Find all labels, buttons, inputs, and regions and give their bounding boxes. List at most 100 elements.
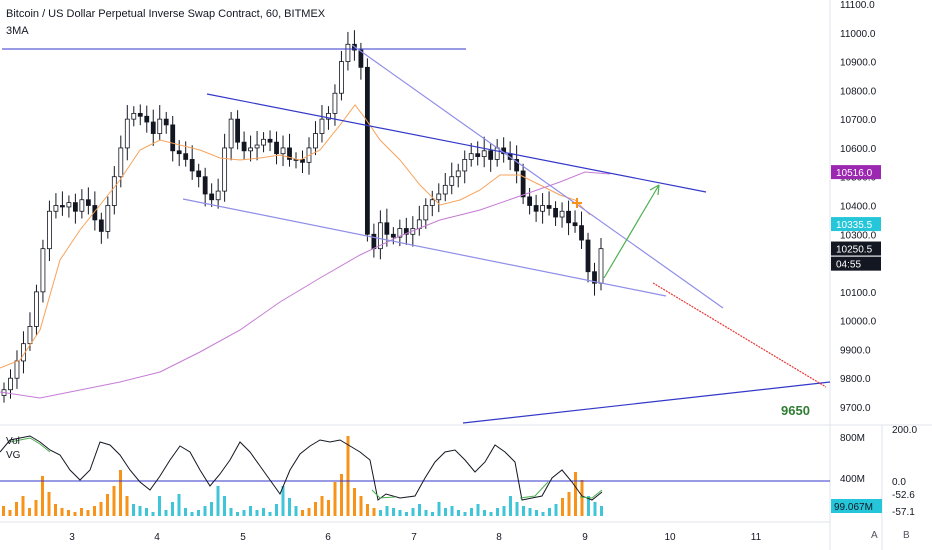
volume-bar bbox=[177, 494, 181, 516]
candle-up bbox=[481, 150, 487, 157]
indicator-right-tick-0: 0.0 bbox=[892, 477, 906, 488]
candle-down bbox=[592, 271, 597, 284]
volume-bar bbox=[67, 510, 70, 516]
target-price-label: 9650 bbox=[781, 403, 810, 418]
price-badge-label: 04:55 bbox=[836, 260, 861, 271]
candle-down bbox=[403, 228, 409, 235]
volume-bar bbox=[236, 512, 239, 516]
price-tick-label: 10400.0 bbox=[840, 202, 877, 213]
price-badges: 10516.0 10335.5 10250.5 04:55 bbox=[831, 165, 881, 271]
candle-up bbox=[254, 144, 260, 149]
volume-bar bbox=[190, 512, 194, 516]
vol-indicator-label: Vol bbox=[6, 436, 20, 447]
volume-bar bbox=[437, 502, 441, 516]
volume-bar bbox=[359, 496, 363, 516]
candle-up bbox=[261, 138, 266, 146]
volume-bar bbox=[255, 510, 259, 516]
bullish-arrowhead bbox=[649, 184, 660, 196]
volume-bar bbox=[294, 506, 298, 516]
volume-bar bbox=[346, 436, 350, 516]
volume-bar bbox=[158, 496, 161, 516]
candle-down bbox=[267, 138, 273, 143]
volume-bar bbox=[21, 496, 25, 516]
volume-bar bbox=[210, 502, 213, 516]
price-badge-bg bbox=[831, 165, 881, 180]
volume-bar bbox=[424, 510, 428, 516]
candle-up bbox=[397, 228, 403, 238]
volume-bar bbox=[80, 508, 83, 516]
volume-bar bbox=[93, 506, 96, 516]
upper-trendline bbox=[206, 93, 707, 193]
candle-up bbox=[79, 199, 85, 212]
candle-down bbox=[60, 205, 65, 208]
price-axis-labels: 11100.0 11000.0 10900.0 10800.0 10700.0 10600… bbox=[840, 0, 877, 414]
volume-bar bbox=[242, 510, 246, 516]
price-badge-label: 10335.5 bbox=[836, 220, 873, 231]
auto-scale-button[interactable]: A bbox=[871, 530, 878, 541]
volume-bar bbox=[528, 508, 532, 516]
candle-up bbox=[40, 248, 46, 293]
time-tick-label: 6 bbox=[325, 532, 331, 543]
candle-up bbox=[124, 118, 130, 149]
candle-down bbox=[202, 176, 208, 195]
candle-up bbox=[559, 210, 565, 218]
vg-line-green bbox=[9, 437, 603, 499]
candle-down bbox=[183, 153, 189, 160]
volume-bar bbox=[496, 508, 499, 516]
candle-down bbox=[579, 225, 584, 241]
price-badge-bg bbox=[831, 241, 881, 256]
candle-up bbox=[345, 43, 351, 62]
volume-bar bbox=[15, 502, 18, 516]
candle-down bbox=[364, 66, 370, 235]
candle-down bbox=[533, 205, 539, 212]
candle-up bbox=[332, 92, 338, 114]
volume-bar bbox=[28, 508, 31, 516]
candle-up bbox=[326, 112, 331, 120]
volume-bar bbox=[476, 504, 480, 516]
volume-bar bbox=[405, 512, 408, 516]
volume-bar bbox=[333, 482, 337, 516]
candle-up bbox=[53, 205, 59, 212]
time-tick-label: 10 bbox=[664, 532, 676, 543]
volume-bar bbox=[411, 508, 415, 516]
price-tick-label: 11100.0 bbox=[840, 0, 875, 11]
candle-up bbox=[131, 112, 137, 120]
candle-down bbox=[514, 159, 520, 172]
volume-bar bbox=[502, 506, 506, 516]
candle-up bbox=[442, 184, 448, 195]
volume-bar bbox=[112, 486, 116, 516]
candle-up bbox=[222, 147, 228, 192]
price-tick-label: 10800.0 bbox=[840, 86, 877, 97]
candle-up bbox=[449, 176, 455, 186]
candle-up bbox=[47, 210, 52, 250]
candlesticks bbox=[1, 30, 604, 403]
candle-up bbox=[468, 153, 474, 160]
volume-bar bbox=[450, 506, 454, 516]
volume-bar bbox=[288, 498, 291, 516]
volume-bar bbox=[281, 486, 285, 516]
volume-bar bbox=[132, 504, 135, 516]
candle-down bbox=[85, 199, 91, 206]
volume-bar bbox=[463, 512, 467, 516]
volume-bar bbox=[483, 510, 486, 516]
log-scale-button[interactable]: B bbox=[903, 530, 910, 541]
candle-up bbox=[215, 190, 221, 201]
indicator-right-tick-200: 200.0 bbox=[892, 425, 917, 436]
price-tick-label: 9700.0 bbox=[840, 403, 871, 414]
chart-subtitle: 3MA bbox=[6, 25, 29, 37]
time-tick-label: 7 bbox=[411, 532, 417, 543]
candle-down bbox=[572, 222, 578, 227]
volume-bar bbox=[587, 496, 590, 516]
candle-up bbox=[313, 133, 318, 149]
candle-down bbox=[520, 170, 526, 198]
bearish-arrow bbox=[652, 282, 827, 388]
candle-down bbox=[92, 205, 98, 221]
volume-bar bbox=[164, 510, 168, 516]
vg-badge-2: -57.1 bbox=[892, 507, 915, 518]
candle-up bbox=[436, 193, 442, 201]
volume-bar bbox=[515, 502, 519, 516]
volume-bar bbox=[229, 508, 233, 516]
price-tick-label: 9900.0 bbox=[840, 345, 871, 356]
volume-bar bbox=[509, 496, 512, 516]
